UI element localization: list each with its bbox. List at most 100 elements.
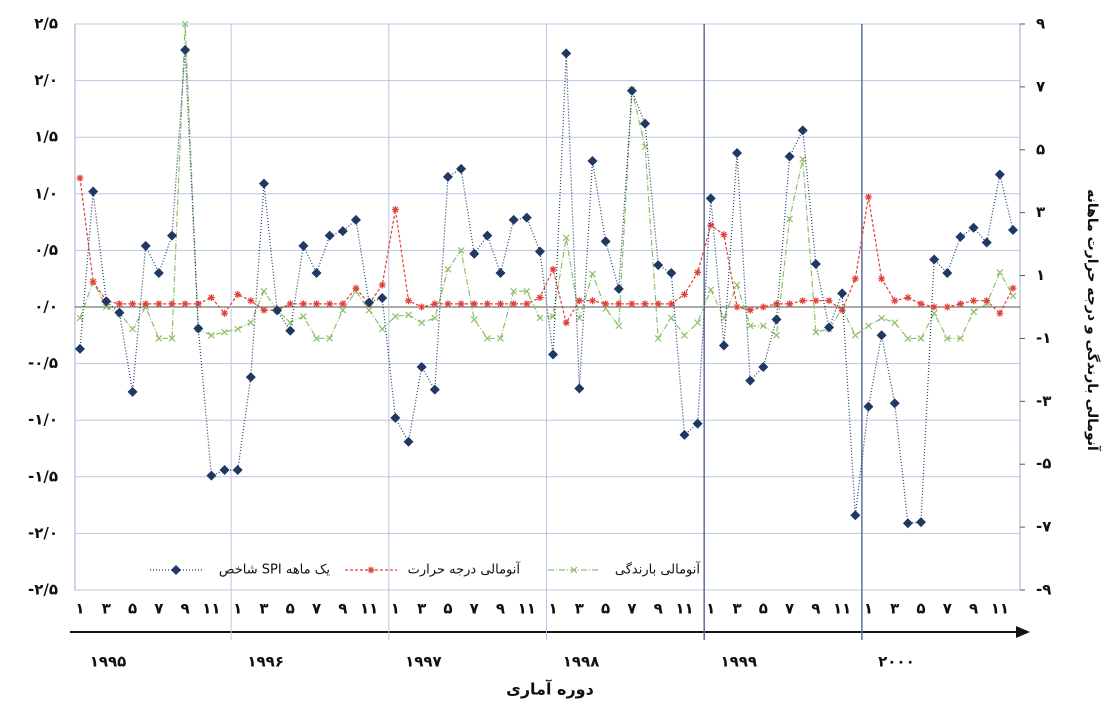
data-point (850, 510, 861, 521)
data-point (970, 297, 978, 305)
data-point (378, 281, 386, 289)
data-point (536, 294, 544, 302)
data-point (76, 174, 84, 182)
x-tick-label: ۷ (943, 600, 952, 618)
data-point (497, 335, 504, 342)
year-label: ۱۹۹۶ (247, 653, 284, 671)
data-point (878, 314, 886, 322)
data-point (733, 281, 741, 289)
year-label: ۱۹۹۸ (563, 653, 600, 671)
data-point (996, 309, 1004, 317)
data-point (653, 260, 664, 271)
data-point (667, 300, 675, 308)
data-point (495, 268, 506, 279)
x-tick-label: ۱ (391, 600, 400, 618)
x-tick-label: ۳ (417, 600, 426, 618)
data-point (193, 323, 204, 334)
data-point (549, 265, 557, 273)
data-point (285, 325, 296, 336)
x-tick-label: ۱۱ (833, 600, 851, 618)
data-point (679, 429, 690, 440)
data-point (889, 398, 900, 409)
data-point (851, 275, 859, 283)
data-point (350, 214, 361, 225)
data-point (194, 300, 202, 308)
data-point (258, 178, 269, 189)
legend-label: شاخص SPI یک ماهه (219, 563, 331, 578)
data-point (575, 297, 583, 305)
data-point (523, 300, 531, 308)
x-tick-label: ۳ (102, 600, 111, 618)
data-point (707, 221, 715, 229)
data-point (352, 284, 360, 292)
data-point (470, 316, 478, 324)
y-tick-label: ۱/۰ (34, 184, 58, 202)
data-point (942, 268, 953, 279)
data-point (929, 254, 940, 265)
data-point (457, 300, 465, 308)
data-point (469, 248, 480, 259)
data-point (536, 314, 544, 322)
data-point (891, 297, 899, 305)
data-point (786, 300, 794, 308)
x-tick-label: ۱ (233, 600, 242, 618)
data-point (824, 322, 835, 333)
data-point (221, 309, 229, 317)
data-point (444, 265, 452, 273)
data-point (759, 303, 767, 311)
data-point (1009, 284, 1017, 292)
data-point (367, 566, 375, 574)
data-point (956, 300, 964, 308)
x-tick-label: ۷ (785, 600, 794, 618)
x-tick-label: ۹ (181, 600, 190, 618)
data-point (299, 313, 307, 320)
data-point (339, 306, 347, 314)
x-tick-label: ۹ (654, 600, 663, 618)
data-point (207, 294, 215, 302)
y2-tick-label: ۵ (1036, 140, 1045, 158)
data-point (746, 306, 754, 314)
data-point (970, 308, 978, 316)
x-tick-label: ۵ (128, 600, 137, 618)
data-point (588, 297, 596, 305)
data-point (510, 300, 518, 308)
data-point (1008, 225, 1018, 236)
x-tick-label: ۳ (575, 600, 584, 618)
data-point (810, 258, 821, 269)
y2-tick-label: -۵ (1036, 455, 1051, 473)
x-axis-arrow (1016, 626, 1030, 638)
x-tick-label: ۵ (286, 600, 295, 618)
data-point (155, 335, 163, 342)
data-point (602, 300, 610, 308)
data-point (667, 314, 675, 322)
data-point (483, 335, 491, 342)
data-point (245, 372, 256, 383)
data-point (431, 314, 439, 322)
data-point (140, 240, 151, 251)
y-tick-label: -۲/۵ (28, 581, 58, 599)
data-point (799, 155, 807, 163)
x-tick-label: ۱ (75, 600, 84, 618)
data-point (390, 412, 401, 423)
data-point (442, 171, 453, 182)
data-point (600, 236, 611, 247)
data-point (864, 193, 872, 201)
x-tick-label: ۱۱ (675, 600, 693, 618)
data-point (247, 319, 255, 327)
data-point (851, 331, 859, 339)
data-point (129, 325, 136, 333)
x-tick-label: ۵ (443, 600, 452, 618)
data-point (746, 322, 754, 330)
data-point (221, 328, 228, 336)
data-point (75, 343, 85, 354)
legend-label: آنومالی بارندگی (615, 561, 702, 578)
x-tick-label: ۵ (601, 600, 610, 618)
data-point (247, 297, 255, 305)
data-point (561, 48, 572, 59)
data-point (865, 322, 872, 330)
data-point (456, 163, 467, 174)
y-tick-label: -۱/۵ (28, 467, 58, 485)
x-tick-label: ۷ (627, 600, 636, 618)
data-point (260, 306, 268, 314)
data-point (155, 300, 163, 308)
